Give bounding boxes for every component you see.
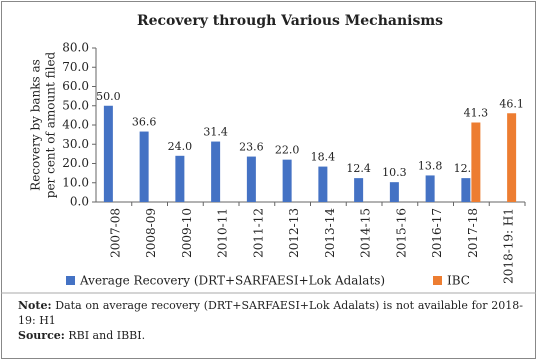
y-tick-label: 70.0 — [62, 60, 89, 74]
bar — [211, 141, 221, 202]
bar — [318, 166, 328, 202]
bar — [175, 155, 185, 202]
x-tick-label: 2017-18 — [466, 208, 480, 258]
value-label: 41.3 — [464, 106, 489, 119]
legend-label: Average Recovery (DRT+SARFAESI+Lok Adala… — [79, 274, 385, 288]
bar — [425, 175, 435, 202]
bar — [246, 156, 256, 202]
note-text: Data on average recovery (DRT+SARFAESI+L… — [18, 299, 523, 327]
y-axis-label: per cent of amount filed — [44, 51, 58, 198]
value-label: 10.3 — [382, 166, 407, 179]
legend-label: IBC — [447, 274, 470, 288]
y-tick-label: 10.0 — [62, 175, 89, 189]
bar — [139, 131, 149, 202]
x-tick-label: 2010-11 — [216, 208, 230, 258]
value-label: 12.4 — [346, 162, 371, 175]
note: Note: Data on average recovery (DRT+SARF… — [18, 298, 523, 328]
y-tick-label: 50.0 — [62, 98, 89, 112]
value-label: 31.4 — [203, 126, 228, 139]
value-label: 46.1 — [499, 97, 524, 110]
value-label: 22.0 — [275, 144, 300, 157]
y-tick-label: 20.0 — [62, 156, 89, 170]
y-tick-label: 0.0 — [70, 195, 89, 209]
x-tick-label: 2012-13 — [287, 208, 301, 258]
value-label: 36.6 — [132, 116, 157, 129]
value-label: 50.0 — [96, 90, 121, 103]
y-tick-label: 60.0 — [62, 79, 89, 93]
bar — [282, 159, 292, 202]
x-tick-label: 2009-10 — [180, 208, 194, 258]
bar — [461, 178, 471, 202]
x-tick-label: 2015-16 — [394, 208, 408, 258]
y-tick-label: 30.0 — [62, 137, 89, 151]
source: Source: RBI and IBBI. — [18, 328, 523, 343]
bar — [389, 182, 399, 202]
bar — [471, 122, 481, 202]
value-label: 13.8 — [418, 159, 443, 172]
value-label: 18.4 — [311, 151, 336, 164]
x-tick-label: 2013-14 — [323, 208, 337, 258]
notes: Note: Data on average recovery (DRT+SARF… — [18, 298, 523, 343]
source-label: Source: — [18, 329, 65, 342]
value-label: 24.0 — [168, 140, 193, 153]
x-tick-label: 2011-12 — [251, 208, 265, 258]
x-tick-label: 2018-19: H1 — [502, 208, 516, 284]
source-text: RBI and IBBI. — [68, 329, 146, 342]
y-tick-label: 40.0 — [62, 118, 89, 132]
chart-title: Recovery through Various Mechanisms — [137, 13, 443, 29]
value-label: 23.6 — [239, 141, 264, 154]
note-label: Note: — [18, 299, 52, 312]
bar — [507, 113, 517, 202]
x-tick-label: 2016-17 — [430, 208, 444, 258]
y-axis-label: Recovery by banks as — [29, 59, 43, 191]
y-tick-label: 80.0 — [62, 41, 89, 55]
x-tick-label: 2014-15 — [359, 208, 373, 258]
chart: Recovery through Various Mechanisms Reco… — [1, 13, 536, 294]
legend-swatch — [66, 276, 75, 285]
bar — [354, 178, 364, 202]
bar — [103, 105, 113, 202]
legend-swatch — [433, 276, 442, 285]
x-tick-label: 2007-08 — [108, 208, 122, 258]
x-tick-label: 2008-09 — [144, 208, 158, 258]
